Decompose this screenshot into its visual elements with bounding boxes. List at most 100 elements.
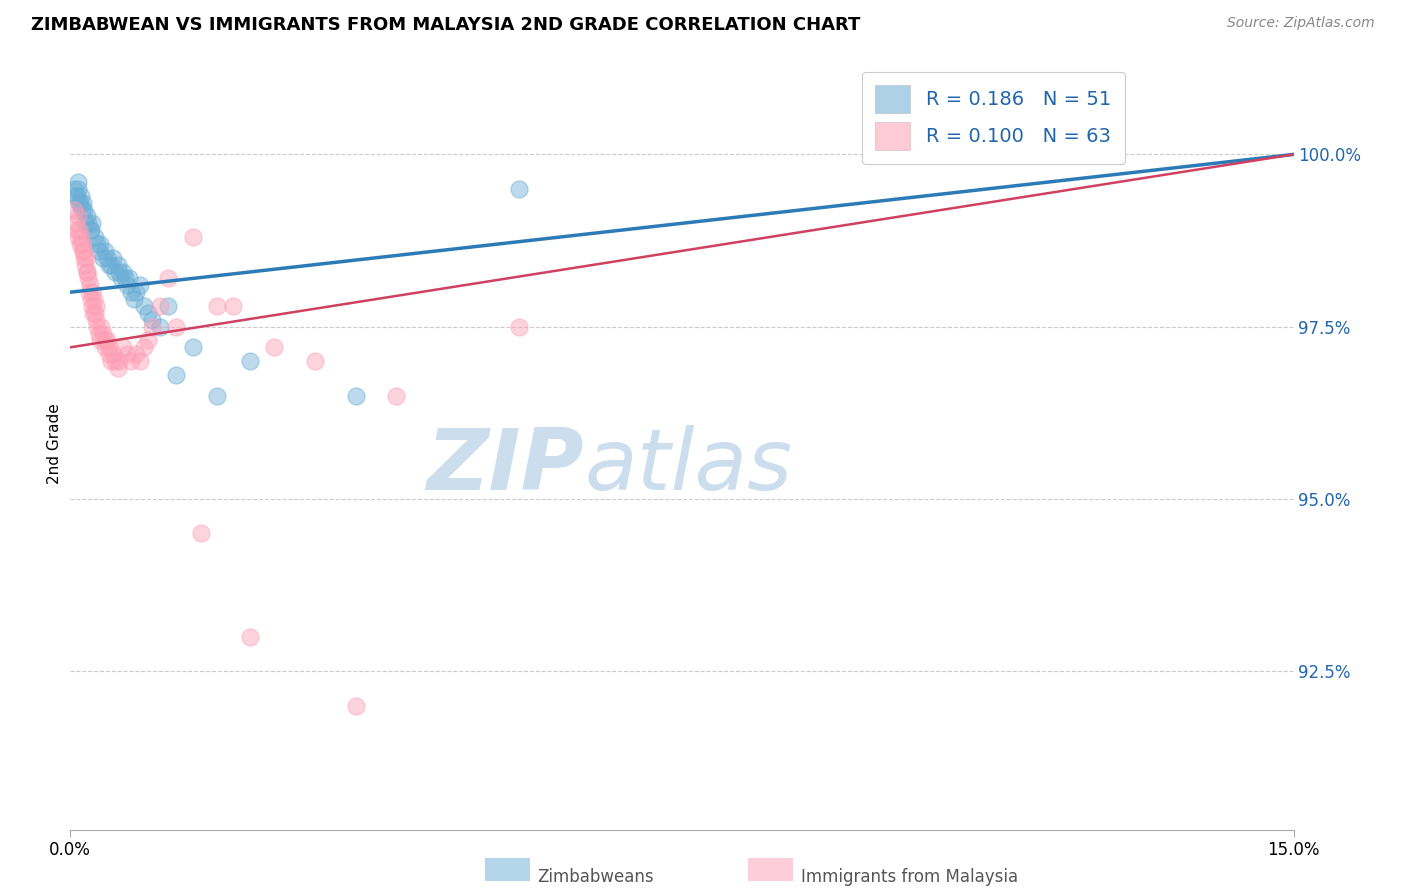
- Point: [67, 223, 90, 237]
- Point: [76, 264, 98, 278]
- Point: [86, 319, 108, 334]
- Point: [66, 210, 89, 224]
- Point: [87, 244, 110, 258]
- Point: [67, 195, 90, 210]
- Point: [165, 368, 187, 382]
- Point: [122, 292, 145, 306]
- Point: [132, 299, 155, 313]
- Point: [117, 347, 139, 361]
- Point: [222, 299, 245, 313]
- Point: [83, 292, 105, 306]
- Point: [112, 264, 135, 278]
- Point: [104, 264, 127, 278]
- Point: [98, 347, 121, 361]
- Point: [239, 354, 262, 368]
- Text: atlas: atlas: [583, 425, 792, 508]
- Point: [66, 223, 89, 237]
- Point: [69, 237, 91, 252]
- Point: [70, 188, 93, 202]
- Point: [97, 340, 120, 354]
- Text: Zimbabweans: Zimbabweans: [537, 868, 654, 886]
- Point: [181, 340, 204, 354]
- Text: ZIMBABWEAN VS IMMIGRANTS FROM MALAYSIA 2ND GRADE CORRELATION CHART: ZIMBABWEAN VS IMMIGRANTS FROM MALAYSIA 2…: [31, 16, 860, 34]
- Point: [67, 182, 90, 196]
- Point: [136, 306, 159, 320]
- Point: [101, 347, 124, 361]
- Point: [79, 278, 101, 293]
- Point: [104, 354, 127, 368]
- Point: [65, 216, 87, 230]
- Point: [94, 340, 117, 354]
- Point: [128, 278, 150, 293]
- Point: [124, 285, 146, 300]
- Text: Immigrants from Malaysia: Immigrants from Malaysia: [801, 868, 1018, 886]
- Point: [385, 388, 408, 402]
- Point: [181, 230, 204, 244]
- Point: [70, 237, 93, 252]
- Point: [344, 698, 367, 713]
- Point: [87, 326, 110, 341]
- Point: [75, 251, 97, 265]
- Point: [73, 258, 96, 272]
- Point: [79, 223, 101, 237]
- Point: [112, 340, 135, 354]
- Y-axis label: 2nd Grade: 2nd Grade: [46, 403, 62, 484]
- Point: [121, 285, 143, 300]
- Point: [91, 326, 114, 341]
- Point: [149, 299, 172, 313]
- Point: [67, 230, 90, 244]
- Point: [132, 340, 155, 354]
- Point: [77, 216, 100, 230]
- Point: [96, 334, 118, 348]
- Legend: R = 0.186   N = 51, R = 0.100   N = 63: R = 0.186 N = 51, R = 0.100 N = 63: [862, 71, 1125, 163]
- Point: [72, 244, 94, 258]
- Point: [114, 271, 136, 285]
- Point: [94, 244, 117, 258]
- Point: [83, 306, 105, 320]
- Point: [66, 175, 89, 189]
- Point: [107, 361, 129, 376]
- Point: [63, 202, 86, 217]
- Point: [263, 340, 285, 354]
- Point: [205, 299, 228, 313]
- Point: [76, 264, 98, 278]
- Point: [93, 334, 115, 348]
- Point: [304, 354, 326, 368]
- Point: [97, 258, 120, 272]
- Point: [157, 299, 180, 313]
- Point: [63, 182, 86, 196]
- Point: [107, 258, 129, 272]
- Point: [136, 334, 159, 348]
- Point: [108, 264, 131, 278]
- Point: [100, 258, 122, 272]
- Point: [70, 202, 93, 217]
- Point: [91, 251, 114, 265]
- Point: [69, 195, 91, 210]
- Point: [165, 319, 187, 334]
- Point: [77, 285, 100, 300]
- Point: [82, 299, 104, 313]
- Point: [80, 285, 103, 300]
- Point: [128, 354, 150, 368]
- Point: [157, 271, 180, 285]
- Point: [73, 202, 96, 217]
- Point: [124, 347, 146, 361]
- Point: [89, 237, 111, 252]
- Point: [82, 306, 104, 320]
- Point: [83, 230, 105, 244]
- Point: [77, 271, 100, 285]
- Point: [73, 251, 96, 265]
- Point: [79, 223, 103, 237]
- Point: [90, 319, 112, 334]
- Point: [117, 278, 139, 293]
- Point: [141, 312, 163, 326]
- Point: [508, 182, 530, 196]
- Point: [72, 244, 94, 258]
- Point: [72, 195, 94, 210]
- Point: [100, 354, 122, 368]
- Point: [118, 271, 141, 285]
- Point: [86, 312, 108, 326]
- Point: [89, 334, 111, 348]
- Point: [70, 230, 93, 244]
- Point: [82, 216, 104, 230]
